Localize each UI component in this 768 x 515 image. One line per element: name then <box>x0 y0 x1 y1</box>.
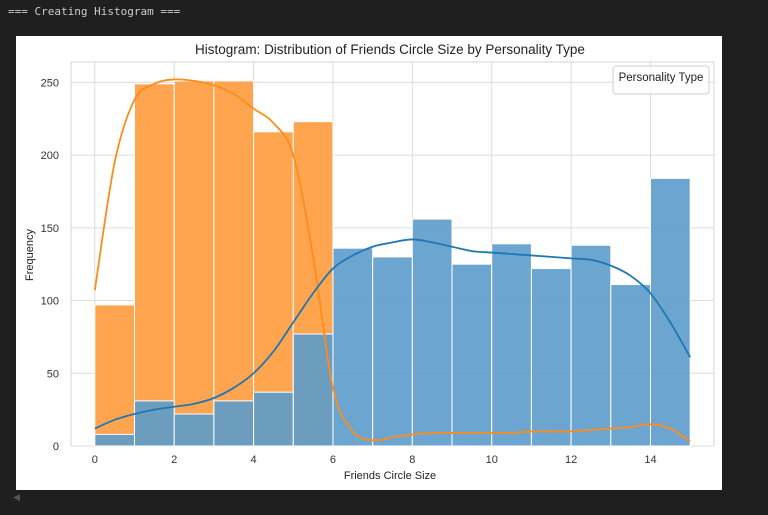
x-axis-label: Friends Circle Size <box>344 470 436 482</box>
y-tick-label: 0 <box>53 441 59 453</box>
figure-canvas: Histogram: Distribution of Friends Circl… <box>16 36 722 490</box>
histogram-bar-series-2 <box>451 263 493 447</box>
histogram-bar-series-2 <box>570 244 612 447</box>
legend: Personality Type <box>612 65 710 95</box>
legend-box <box>612 65 710 95</box>
x-tick-label: 4 <box>251 454 257 466</box>
histogram-bar-series-2 <box>411 218 453 447</box>
axis-tick-labels: 0 2 4 6 8 10 12 14 0 50 100 150 200 250 <box>41 77 657 466</box>
histogram-bar-series-2 <box>372 256 413 447</box>
x-tick-label: 14 <box>644 454 656 466</box>
histogram-bar-series-1 <box>173 80 215 447</box>
x-tick-label: 6 <box>330 454 336 466</box>
histogram-bar-series-2 <box>253 391 294 447</box>
chart-title: Histogram: Distribution of Friends Circl… <box>195 42 585 57</box>
x-tick-label: 10 <box>486 454 498 466</box>
histogram-bar-series-2 <box>213 400 255 447</box>
histogram-bar-series-1 <box>213 80 255 447</box>
histogram-chart: Histogram: Distribution of Friends Circl… <box>24 42 715 482</box>
histogram-bar-series-2 <box>491 243 532 447</box>
kde-line-series-2 <box>94 238 691 430</box>
y-tick-label: 50 <box>47 368 59 380</box>
y-tick-label: 250 <box>41 77 59 89</box>
stdout-text: === Creating Histogram === <box>8 5 181 18</box>
y-axis-label: Frequency <box>24 229 36 281</box>
y-tick-label: 150 <box>41 223 59 235</box>
histogram-bar-series-2 <box>649 177 691 447</box>
kde-curves <box>93 78 691 443</box>
x-tick-label: 8 <box>409 454 415 466</box>
kde-line-series-1 <box>93 78 691 443</box>
histogram-bar-series-2 <box>530 268 572 447</box>
x-tick-label: 12 <box>565 454 577 466</box>
x-tick-label: 0 <box>92 454 98 466</box>
y-tick-label: 100 <box>41 296 59 308</box>
collapse-output-icon[interactable]: ◀ <box>13 493 20 503</box>
histogram-bar-series-2 <box>173 413 215 447</box>
histogram-bars <box>94 80 691 447</box>
legend-title: Personality Type <box>619 72 704 84</box>
histogram-bar-series-2 <box>610 284 651 447</box>
y-tick-label: 200 <box>41 150 59 162</box>
histogram-bar-series-2 <box>332 247 374 447</box>
histogram-bar-series-2 <box>94 433 136 447</box>
histogram-bar-series-1 <box>134 83 175 447</box>
x-tick-label: 2 <box>171 454 177 466</box>
